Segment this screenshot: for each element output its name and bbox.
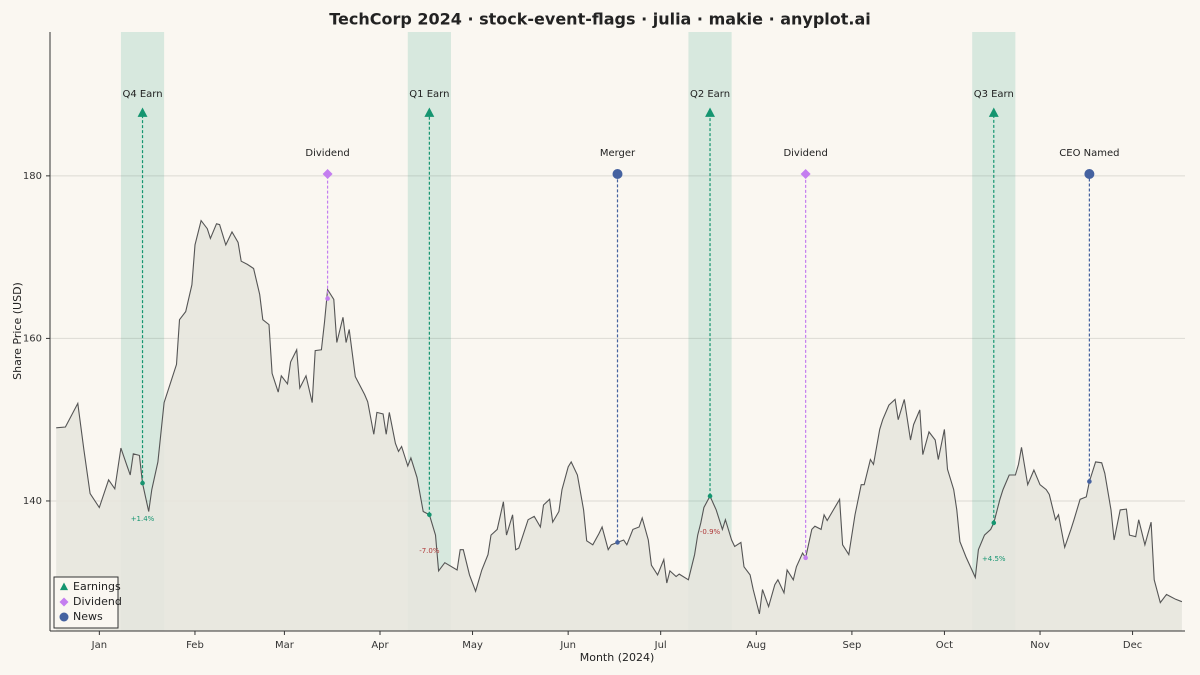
event-label: Q4 Earn (122, 89, 162, 100)
event-label: CEO Named (1059, 148, 1119, 159)
x-axis-label: Month (2024) (580, 651, 655, 664)
legend-marker (59, 597, 69, 607)
event-point (1087, 479, 1092, 484)
event-label: Dividend (305, 148, 349, 159)
event-point (803, 555, 808, 561)
event-point (427, 512, 432, 518)
event-flag (705, 107, 715, 117)
event-flag (424, 107, 435, 117)
event-flag (322, 169, 333, 179)
event-label: Q1 Earn (409, 89, 449, 100)
event-label: Merger (600, 148, 636, 159)
event-label: Q2 Earn (690, 89, 730, 100)
event-label: Dividend (783, 148, 827, 159)
event-flag (612, 169, 623, 179)
legend-label: News (73, 610, 103, 623)
event-point (615, 540, 620, 545)
x-tick-label: Jun (559, 640, 576, 651)
event-label: Q3 Earn (974, 89, 1014, 100)
chart-title: TechCorp 2024 · stock-event-flags · juli… (329, 10, 871, 29)
x-tick-label: Feb (186, 640, 204, 651)
event-flag (988, 107, 999, 117)
x-tick-label: Sep (842, 640, 861, 651)
x-tick-label: Oct (936, 640, 953, 651)
x-tick-label: Dec (1123, 640, 1142, 651)
y-axis-label: Share Price (USD) (11, 282, 24, 380)
legend-label: Dividend (73, 595, 122, 608)
event-point (140, 480, 145, 486)
x-tick-label: Nov (1030, 640, 1050, 651)
legend-label: Earnings (73, 580, 121, 593)
event-flag (800, 169, 811, 179)
event-flag (1084, 169, 1095, 179)
price-line (56, 219, 1183, 615)
y-tick-label: 180 (23, 171, 42, 182)
x-tick-label: Jan (91, 640, 107, 651)
event-change-label: +1.4% (131, 515, 155, 523)
event-point (991, 520, 997, 526)
legend: Earnings Dividend News (53, 576, 122, 629)
legend-marker (59, 582, 69, 591)
legend-marker (59, 612, 69, 622)
y-tick-label: 160 (23, 333, 42, 344)
event-point (325, 296, 330, 301)
event-change-label: -7.0% (419, 547, 440, 555)
event-change-label: +4.5% (982, 555, 1006, 563)
x-tick-label: Jul (654, 640, 667, 651)
event-point (707, 493, 713, 499)
x-tick-label: Apr (371, 640, 389, 651)
y-tick-label: 140 (23, 496, 42, 507)
x-tick-label: Mar (275, 640, 295, 651)
event-change-label: -0.9% (700, 528, 721, 536)
x-tick-label: May (462, 640, 483, 651)
x-tick-label: Aug (747, 640, 767, 651)
price-area (56, 220, 1182, 631)
event-flag (137, 107, 148, 117)
